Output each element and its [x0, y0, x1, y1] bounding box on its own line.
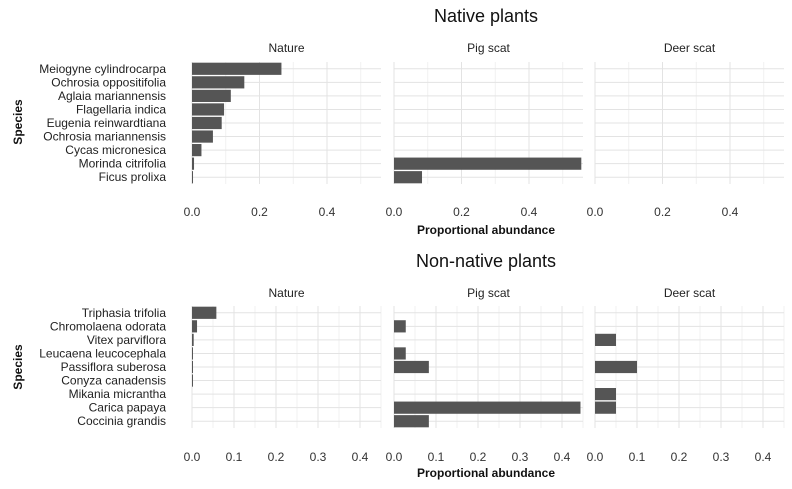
x-tick-label: 0.3 — [512, 450, 529, 464]
x-tick-label: 0.4 — [352, 450, 369, 464]
bar-deer-scat-vitex-parviflora — [595, 333, 616, 346]
bar-pig-scat-carica-papaya — [394, 401, 581, 414]
x-tick-label: 0.0 — [184, 450, 201, 464]
panel-pig-scat: Pig scat 0.0 0.1 0.2 0.3 0.4 — [386, 286, 584, 464]
species-label-ochrosia-mariannensis: Ochrosia mariannensis — [43, 130, 166, 144]
bar-deer-scat-mikania-micrantha — [595, 388, 616, 401]
x-tick-label: 0.3 — [713, 450, 730, 464]
bar-nature-leucaena-leucocephala — [192, 347, 193, 360]
y-axis-title: Species — [11, 99, 25, 145]
x-axis-title: Proportional abundance — [417, 466, 555, 480]
bar-deer-scat-carica-papaya — [595, 401, 616, 414]
panel-deer-scat: Deer scat 0.0 0.2 0.4 — [587, 41, 784, 219]
x-tick-label: 0.0 — [184, 205, 201, 219]
bar-nature-ochrosia-oppositifolia — [192, 76, 245, 89]
species-label-morinda-citrifolia: Morinda citrifolia — [79, 157, 167, 171]
bar-nature-aglaia-mariannensis — [192, 89, 231, 102]
bar-nature-ficus-prolixa — [192, 171, 194, 184]
species-label-chromolaena-odorata: Chromolaena odorata — [50, 319, 166, 333]
x-tick-label: 0.4 — [722, 205, 739, 219]
x-tick-label: 0.2 — [470, 450, 487, 464]
bar-nature-vitex-parviflora — [192, 333, 194, 346]
x-axis-title: Proportional abundance — [417, 223, 555, 237]
x-tick-label: 0.4 — [755, 450, 772, 464]
species-label-vitex-parviflora: Vitex parviflora — [87, 333, 166, 347]
x-tick-label: 0.2 — [654, 205, 671, 219]
x-tick-label: 0.0 — [386, 450, 403, 464]
non-native-plants-chart: Non-native plants Species Proportional abu… — [11, 251, 785, 480]
facet-label-deer-scat: Deer scat — [664, 41, 716, 55]
bar-nature-triphasia-trifolia — [192, 306, 217, 319]
bar-nature-passiflora-suberosa — [192, 360, 193, 374]
species-label-mikania-micrantha: Mikania micrantha — [69, 387, 167, 401]
x-tick-label: 0.4 — [554, 450, 571, 464]
x-tick-label: 0.2 — [671, 450, 688, 464]
species-label-carica-papaya: Carica papaya — [89, 401, 167, 415]
panel-nature: Nature 0.0 0.1 0.2 0.3 0.4 — [184, 286, 382, 464]
x-tick-label: 0.2 — [268, 450, 285, 464]
x-tick-label: 0.0 — [587, 205, 604, 219]
species-label-coccinia-grandis: Coccinia grandis — [77, 414, 166, 428]
bar-pig-scat-leucaena-leucocephala — [394, 347, 406, 360]
bar-nature-cycas-micronesica — [192, 144, 202, 157]
bar-pig-scat-chromolaena-odorata — [394, 320, 406, 333]
panel-deer-scat: Deer scat 0.0 0.1 0.2 0.3 0.4 — [587, 286, 785, 464]
facet-label-nature: Nature — [268, 286, 304, 300]
species-label-meiogyne-cylindrocarpa: Meiogyne cylindrocarpa — [39, 62, 166, 76]
bar-nature-meiogyne-cylindrocarpa — [192, 62, 282, 75]
species-label-eugenia-reinwardtiana: Eugenia reinwardtiana — [47, 116, 167, 130]
bar-nature-morinda-citrifolia — [192, 157, 195, 170]
species-label-ochrosia-oppositifolia: Ochrosia oppositifolia — [51, 75, 166, 89]
facet-label-pig-scat: Pig scat — [467, 41, 510, 55]
species-label-cycas-micronesica: Cycas micronesica — [65, 143, 166, 157]
bar-nature-chromolaena-odorata — [192, 320, 198, 333]
bar-deer-scat-passiflora-suberosa — [595, 360, 637, 374]
species-label-leucaena-leucocephala: Leucaena leucocephala — [39, 346, 166, 360]
species-label-conyza-canadensis: Conyza canadensis — [61, 374, 166, 388]
native-plants-chart: Native plants Species Proportional abundan… — [11, 6, 784, 237]
x-tick-label: 0.1 — [226, 450, 243, 464]
bar-pig-scat-ficus-prolixa — [394, 171, 423, 184]
chart-title: Native plants — [434, 6, 538, 26]
bar-pig-scat-morinda-citrifolia — [394, 157, 582, 170]
bar-nature-eugenia-reinwardtiana — [192, 116, 222, 130]
bar-nature-conyza-canadensis — [192, 374, 193, 387]
chart-title: Non-native plants — [416, 251, 556, 271]
x-tick-label: 0.3 — [310, 450, 327, 464]
bar-nature-flagellaria-indica — [192, 103, 225, 116]
y-axis-title: Species — [11, 344, 25, 390]
bar-pig-scat-passiflora-suberosa — [394, 360, 429, 374]
bar-nature-ochrosia-mariannensis — [192, 130, 213, 143]
species-label-triphasia-trifolia: Triphasia trifolia — [82, 306, 167, 320]
facet-label-deer-scat: Deer scat — [664, 286, 716, 300]
x-tick-label: 0.2 — [453, 205, 470, 219]
bar-pig-scat-coccinia-grandis — [394, 415, 429, 428]
x-tick-label: 0.4 — [521, 205, 538, 219]
species-label-passiflora-suberosa: Passiflora suberosa — [61, 360, 167, 374]
facet-label-nature: Nature — [268, 41, 304, 55]
facet-label-pig-scat: Pig scat — [467, 286, 510, 300]
species-label-ficus-prolixa: Ficus prolixa — [99, 170, 167, 184]
x-tick-label: 0.4 — [319, 205, 336, 219]
x-tick-label: 0.0 — [587, 450, 604, 464]
x-tick-label: 0.0 — [386, 205, 403, 219]
x-tick-label: 0.2 — [251, 205, 268, 219]
species-label-aglaia-mariannensis: Aglaia mariannensis — [58, 89, 166, 103]
panel-nature: Nature 0.0 0.2 0.4 — [184, 41, 381, 219]
panel-pig-scat: Pig scat 0.0 0.2 0.4 — [386, 41, 583, 219]
x-tick-label: 0.1 — [629, 450, 646, 464]
x-tick-label: 0.1 — [428, 450, 445, 464]
species-label-flagellaria-indica: Flagellaria indica — [76, 102, 166, 116]
